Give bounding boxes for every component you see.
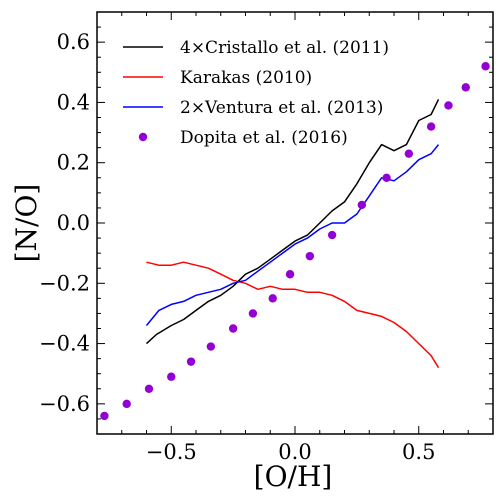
y-tick-label: 0.0 bbox=[57, 211, 90, 235]
y-tick-label: −0.6 bbox=[39, 392, 90, 416]
tick-labels: −0.5 0.0 0.5 −0.6 −0.4 −0.2 0.0 0.2 0.4 0.6 bbox=[39, 30, 435, 464]
data-point-3-15 bbox=[426, 122, 436, 131]
data-point-3-12 bbox=[357, 200, 367, 210]
y-tick-label: 0.6 bbox=[57, 30, 90, 54]
x-tick-label: −0.5 bbox=[146, 440, 197, 464]
x-tick-label: 0.5 bbox=[402, 440, 435, 464]
data-point-3-18 bbox=[481, 62, 490, 71]
data-point-3-16 bbox=[444, 101, 453, 110]
data-point-3-1 bbox=[122, 399, 131, 409]
legend-label-3: Dopita et al. (2016) bbox=[180, 128, 348, 148]
data-point-3-3 bbox=[167, 372, 176, 381]
legend-label-1: Karakas (2010) bbox=[180, 68, 312, 88]
legend: 4×Cristallo et al. (2011) Karakas (2010) 2… bbox=[123, 38, 389, 148]
data-point-3-6 bbox=[228, 324, 238, 333]
data-point-3-9 bbox=[285, 270, 295, 279]
x-axis-title: [O/H] bbox=[254, 460, 333, 493]
y-tick-label: −0.4 bbox=[39, 332, 90, 356]
y-tick-label: 0.2 bbox=[57, 151, 90, 175]
data-point-3-2 bbox=[144, 384, 154, 393]
legend-marker-3 bbox=[138, 132, 148, 142]
data-point-3-10 bbox=[305, 251, 315, 261]
data-point-3-4 bbox=[186, 357, 196, 366]
x-tick-label: 0.0 bbox=[278, 440, 311, 464]
series-line-0 bbox=[145, 99, 440, 345]
ticks bbox=[96, 11, 494, 435]
data-point-3-0 bbox=[100, 411, 109, 421]
plot-marks bbox=[100, 62, 490, 421]
legend-label-2: 2×Ventura et al. (2013) bbox=[180, 98, 383, 118]
data-point-3-11 bbox=[327, 230, 337, 240]
y-tick-label: 0.4 bbox=[57, 90, 90, 114]
data-point-3-7 bbox=[248, 309, 258, 318]
y-tick-label: −0.2 bbox=[39, 271, 90, 295]
y-axis-title: [N/O] bbox=[10, 184, 43, 263]
data-point-3-5 bbox=[206, 342, 216, 351]
data-point-3-13 bbox=[382, 173, 391, 182]
legend-label-0: 4×Cristallo et al. (2011) bbox=[180, 38, 389, 58]
data-point-3-14 bbox=[404, 149, 414, 158]
series-line-2 bbox=[145, 144, 440, 326]
series-line-1 bbox=[146, 261, 440, 369]
data-point-3-17 bbox=[461, 83, 470, 92]
data-point-3-8 bbox=[268, 294, 277, 303]
